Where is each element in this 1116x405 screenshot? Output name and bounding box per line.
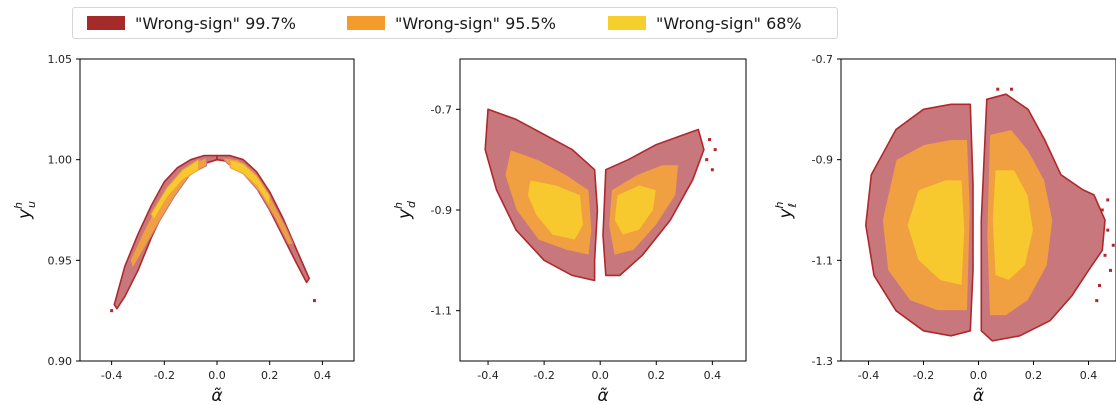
x-tick-label: -0.4 <box>477 369 498 382</box>
y-tick-label: 1.05 <box>48 53 73 66</box>
axes-frame <box>459 58 747 362</box>
speck-6 <box>1106 198 1110 202</box>
y-tick-label: -1.1 <box>812 254 833 267</box>
x-tick-label: -0.2 <box>913 369 934 382</box>
plot-area <box>864 87 1115 342</box>
x-axis-label: α̃ <box>973 386 984 405</box>
legend-label-99-7: "Wrong-sign" 99.7% <box>135 14 296 33</box>
x-tick-label: 0.2 <box>261 369 279 382</box>
x-tick-label: 0.4 <box>314 369 332 382</box>
x-tick-label: 0.0 <box>970 369 988 382</box>
y-tick-label: -1.1 <box>431 305 452 318</box>
speck-7 <box>1095 299 1099 303</box>
x-tick-label: -0.4 <box>858 369 879 382</box>
y-axis-label: yhu <box>12 201 38 220</box>
speck-3 <box>710 168 714 172</box>
legend-label-95-5: "Wrong-sign" 95.5% <box>395 14 556 33</box>
speck-4 <box>1109 268 1112 272</box>
legend-swatch-68 <box>608 16 646 30</box>
contour-68-lobe-1 <box>526 179 584 241</box>
y-tick-label: 0.95 <box>48 254 73 267</box>
legend: "Wrong-sign" 99.7% "Wrong-sign" 95.5% "W… <box>72 7 838 39</box>
contour-68-lobe-2 <box>991 169 1035 282</box>
speck-1 <box>1100 208 1104 212</box>
speck-1 <box>110 309 114 313</box>
y-tick-label: -0.9 <box>431 204 452 217</box>
panel-1: -0.4 -0.2 0.0 0.2 0.4 0.90 0.95 1.00 1.05 α̃ yhu <box>12 53 355 405</box>
speck-2 <box>312 299 316 303</box>
x-tick-label: 0.2 <box>1025 369 1043 382</box>
contour-68-lobe-2 <box>229 159 271 207</box>
speck-4 <box>713 148 717 152</box>
x-axis-label: α̃ <box>597 386 608 405</box>
panel-2: -0.4 -0.2 0.0 0.2 0.4 -0.7 -0.9 -1.1 α̃ yhd <box>392 58 747 405</box>
contour-68-lobe-1 <box>906 179 966 287</box>
contour-68-lobe-2 <box>613 184 657 236</box>
speck-3 <box>1103 253 1107 257</box>
x-tick-label: 0.4 <box>704 369 722 382</box>
y-tick-label: 0.90 <box>48 355 73 368</box>
x-tick-label: 0.2 <box>648 369 666 382</box>
x-tick-label: -0.2 <box>533 369 554 382</box>
contour-95-5-lobe-1 <box>129 157 208 269</box>
x-tick-label: 0.4 <box>1080 369 1098 382</box>
speck-10 <box>1010 87 1013 91</box>
axes-frame <box>79 58 355 362</box>
contour-95-5-lobe-2 <box>221 157 294 245</box>
panel-3: -0.4 -0.2 0.0 0.2 0.4 -0.7 -0.9 -1.1 -1.3 α̃ yhℓ <box>773 53 1116 405</box>
y-tick-label: 1.00 <box>48 154 73 167</box>
y-tick-label: -0.7 <box>431 103 452 116</box>
y-tick-label: -0.7 <box>812 53 833 66</box>
y-axis-label: yhd <box>392 200 418 220</box>
plot-area <box>110 154 316 313</box>
x-tick-label: -0.2 <box>154 369 175 382</box>
speck-2 <box>1106 228 1110 232</box>
speck-5 <box>1098 284 1101 287</box>
legend-label-68: "Wrong-sign" 68% <box>656 14 802 33</box>
contour-68-lobe-1 <box>150 159 200 221</box>
y-tick-label: -0.9 <box>812 154 833 167</box>
y-tick-label: -1.3 <box>812 355 833 368</box>
x-axis-label: α̃ <box>211 386 222 405</box>
x-tick-label: 0.0 <box>591 369 609 382</box>
legend-swatch-99-7 <box>87 16 125 30</box>
contour-99-7-lobe-2 <box>216 154 311 284</box>
speck-1 <box>705 158 709 162</box>
speck-9 <box>996 87 1000 91</box>
x-tick-label: -0.4 <box>101 369 122 382</box>
speck-2 <box>708 138 712 142</box>
y-axis-label: yhℓ <box>773 201 799 219</box>
contour-99-7-lobe-1 <box>113 154 218 310</box>
x-tick-label: 0.0 <box>208 369 226 382</box>
plot-area <box>484 108 717 282</box>
legend-swatch-95-5 <box>347 16 385 30</box>
speck-8 <box>1111 243 1115 247</box>
